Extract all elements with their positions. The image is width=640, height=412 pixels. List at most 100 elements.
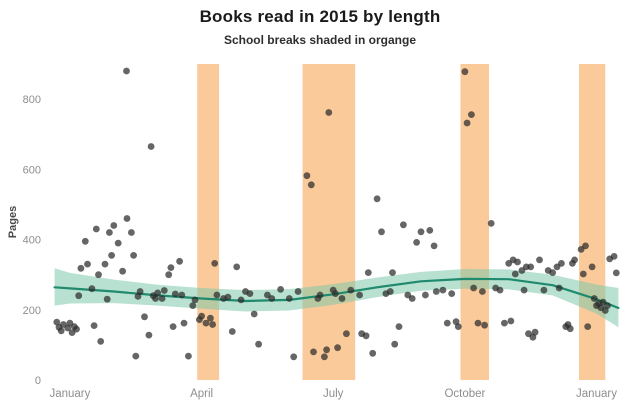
data-point <box>432 288 440 295</box>
data-point <box>136 288 144 295</box>
data-point <box>90 322 98 329</box>
data-point <box>321 353 328 361</box>
data-point <box>130 252 138 259</box>
y-tick-label: 200 <box>23 305 41 317</box>
data-point <box>461 68 469 76</box>
data-point <box>180 319 188 327</box>
y-tick-label: 600 <box>23 164 41 176</box>
data-point <box>413 239 420 246</box>
data-point <box>165 271 173 279</box>
data-point <box>426 227 434 234</box>
data-point <box>178 291 186 299</box>
data-point <box>158 295 166 302</box>
y-tick-label: 800 <box>23 94 41 106</box>
data-point <box>160 287 168 294</box>
data-point <box>369 349 377 357</box>
data-point <box>588 263 596 271</box>
x-tick-label: January <box>49 388 90 400</box>
data-point <box>373 195 381 203</box>
data-point <box>285 295 293 302</box>
data-point <box>391 340 399 348</box>
data-point <box>119 267 126 275</box>
data-point <box>604 302 611 309</box>
data-point <box>268 295 276 302</box>
data-point <box>555 284 563 292</box>
data-point <box>176 257 184 265</box>
data-point <box>101 260 109 268</box>
data-point <box>540 286 548 294</box>
data-point <box>389 269 396 276</box>
data-point <box>53 318 61 326</box>
data-point <box>88 285 96 293</box>
data-point <box>92 225 100 233</box>
data-point <box>356 291 363 299</box>
data-point <box>612 269 620 277</box>
data-point <box>422 291 429 299</box>
data-point <box>527 263 535 271</box>
data-point <box>520 286 528 294</box>
data-point <box>590 295 598 302</box>
x-tick-label: July <box>323 388 344 400</box>
data-point <box>566 325 574 333</box>
data-point <box>57 327 65 335</box>
data-point <box>277 286 284 293</box>
data-point <box>97 338 105 345</box>
school-break-band <box>197 64 220 380</box>
data-point <box>584 323 592 330</box>
chart-title: Books read in 2015 by length <box>199 7 441 26</box>
data-point <box>378 228 385 236</box>
data-point <box>501 319 508 327</box>
data-point <box>132 352 140 360</box>
data-point <box>237 296 245 304</box>
data-point <box>290 353 298 361</box>
data-point <box>246 290 254 297</box>
data-point <box>364 269 372 276</box>
data-point <box>185 352 192 360</box>
x-tick-label: January <box>576 388 617 400</box>
data-point <box>77 264 85 272</box>
data-point <box>582 242 589 250</box>
data-point <box>84 260 91 268</box>
data-point <box>213 291 221 299</box>
data-point <box>487 220 495 227</box>
data-point <box>558 260 565 267</box>
data-point <box>123 215 131 222</box>
data-point <box>191 296 199 304</box>
data-point <box>169 323 177 330</box>
data-point <box>75 292 83 300</box>
data-point <box>481 321 488 329</box>
data-point <box>316 291 324 299</box>
data-point <box>250 310 258 318</box>
chart-subtitle: School breaks shaded in organge <box>223 33 417 47</box>
data-point <box>454 323 462 330</box>
data-point <box>579 270 587 278</box>
data-point <box>154 289 162 297</box>
data-point <box>202 319 210 327</box>
data-point <box>430 242 438 250</box>
data-point <box>343 330 350 338</box>
data-point <box>549 269 556 276</box>
school-break-band <box>460 64 489 380</box>
data-point <box>338 295 346 302</box>
data-point <box>198 312 206 320</box>
data-point <box>207 314 214 322</box>
data-point <box>171 290 179 298</box>
data-point <box>303 172 311 180</box>
data-point <box>73 325 80 333</box>
school-break-band <box>579 64 606 380</box>
data-point <box>294 288 302 295</box>
data-point <box>571 256 578 264</box>
data-point <box>474 319 482 327</box>
data-point <box>347 286 355 294</box>
y-tick-label: 400 <box>23 235 41 247</box>
x-tick-label: April <box>190 388 213 400</box>
data-point <box>209 321 217 328</box>
data-point <box>362 332 370 340</box>
y-tick-label: 0 <box>35 375 41 387</box>
data-point <box>479 288 486 295</box>
data-point <box>470 284 477 292</box>
data-point <box>255 340 262 348</box>
data-point <box>468 111 475 118</box>
data-point <box>110 222 118 229</box>
